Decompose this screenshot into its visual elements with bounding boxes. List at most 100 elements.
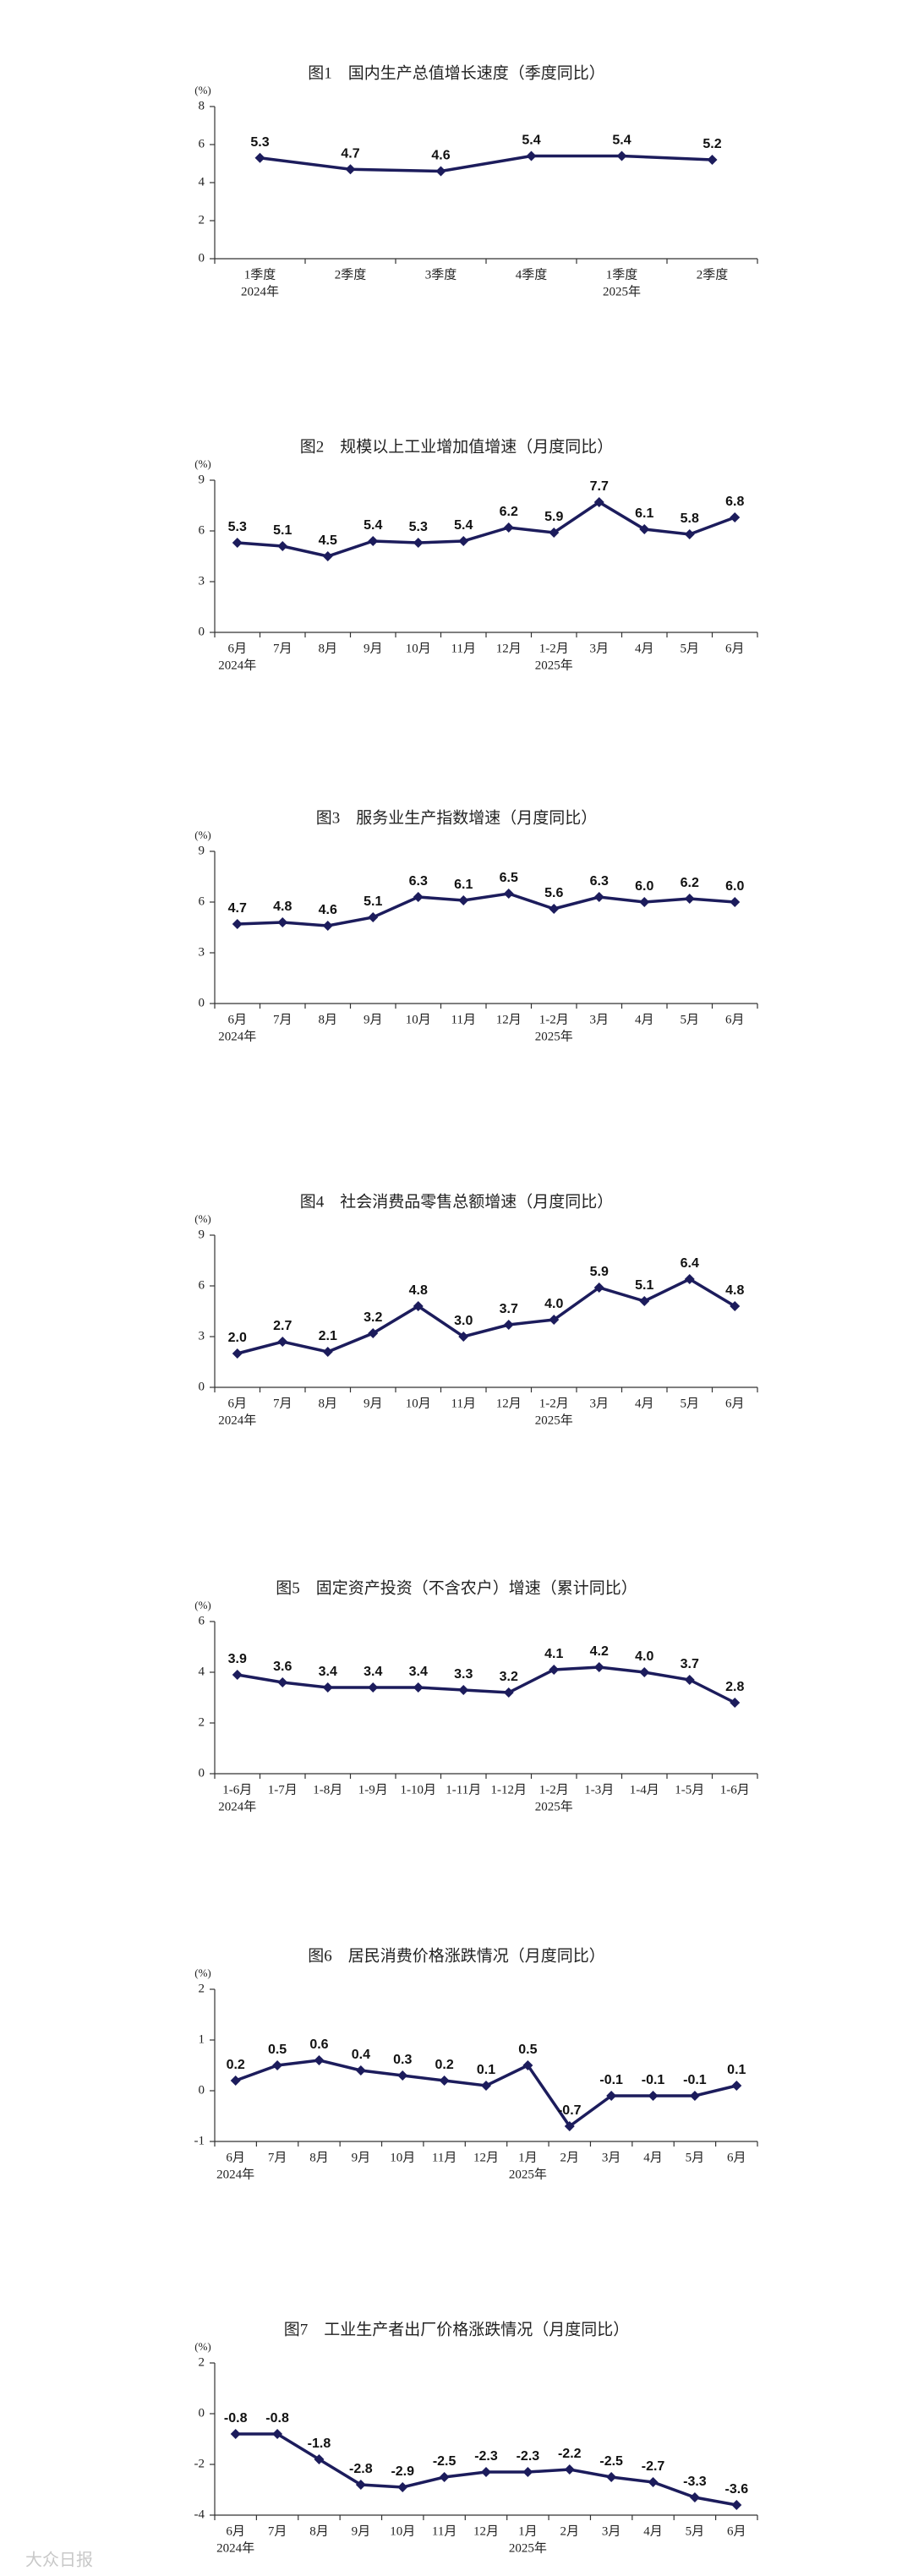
point <box>731 2081 742 2091</box>
chart-title: 图6 居民消费价格涨跌情况（月度同比） <box>308 1946 605 1965</box>
value-label: 0.4 <box>352 2048 370 2062</box>
point <box>272 2429 283 2439</box>
value-label: 6.3 <box>409 874 428 889</box>
value-label: 0.6 <box>309 2037 328 2052</box>
point <box>730 897 741 907</box>
year-label: 2025年 <box>603 284 641 298</box>
y-unit: (%) <box>194 1966 211 1979</box>
y-tick-label: 0 <box>199 1766 205 1780</box>
x-tick-label: 8月 <box>309 2524 329 2538</box>
y-tick-label: 9 <box>199 473 205 486</box>
point <box>503 522 514 533</box>
x-tick-label: 10月 <box>406 1397 431 1410</box>
point <box>277 1337 288 1347</box>
value-label: 5.3 <box>409 520 428 534</box>
point <box>458 1685 469 1695</box>
point <box>606 2091 617 2101</box>
value-label: -2.8 <box>349 2462 373 2476</box>
point <box>397 2482 408 2492</box>
point <box>232 1348 243 1359</box>
point <box>413 538 424 548</box>
x-tick-label: 11月 <box>451 1397 476 1410</box>
value-label: 0.1 <box>727 2063 746 2077</box>
point <box>397 2070 408 2081</box>
y-unit: (%) <box>194 1599 211 1611</box>
value-label: -2.7 <box>642 2459 665 2474</box>
value-label: 6.1 <box>454 878 473 892</box>
value-label: -2.5 <box>599 2454 623 2469</box>
chart-title: 图1 国内生产总值增长速度（季度同比） <box>308 63 605 82</box>
point <box>481 2081 491 2091</box>
x-tick-label: 6月 <box>226 2151 245 2164</box>
x-tick-label: 8月 <box>318 1397 337 1410</box>
point <box>277 1677 288 1687</box>
y-tick-label: 2 <box>199 1715 205 1729</box>
point <box>648 2477 659 2487</box>
chart-title: 图7 工业生产者出厂价格涨跌情况（月度同比） <box>284 2320 630 2338</box>
value-label: -2.5 <box>433 2454 456 2469</box>
point <box>549 528 560 538</box>
point <box>439 2472 450 2482</box>
x-tick-label: 9月 <box>352 2151 371 2164</box>
value-label: 2.1 <box>319 1329 337 1343</box>
point <box>639 1296 650 1306</box>
x-tick-label: 9月 <box>364 642 383 655</box>
x-tick-label: 12月 <box>496 1397 522 1410</box>
value-label: 6.3 <box>590 874 609 889</box>
y-tick-label: -1 <box>194 2134 205 2147</box>
x-tick-label: 6月 <box>227 642 247 655</box>
point <box>522 2467 533 2477</box>
x-tick-label: 12月 <box>473 2151 499 2164</box>
line <box>237 500 735 558</box>
value-label: 4.0 <box>635 1649 653 1664</box>
x-tick-label: 3月 <box>589 642 609 655</box>
x-tick-label: 11月 <box>432 2151 456 2164</box>
y-tick-label: 3 <box>199 1329 205 1343</box>
y-tick-label: 2 <box>199 2355 205 2369</box>
value-label: -3.6 <box>725 2482 749 2497</box>
x-tick-label: 6月 <box>226 2524 245 2538</box>
point <box>368 1682 379 1693</box>
value-label: -0.1 <box>642 2073 665 2087</box>
y-unit: (%) <box>194 2340 211 2353</box>
point <box>648 2091 659 2101</box>
x-tick-label: 11月 <box>432 2524 456 2538</box>
value-label: 5.9 <box>590 1265 609 1279</box>
value-label: 0.5 <box>268 2043 287 2057</box>
value-label: 4.7 <box>341 146 359 161</box>
chart-title: 图5 固定资产投资（不含农户）增速（累计同比） <box>276 1578 637 1597</box>
x-tick-label: 2月 <box>560 2151 580 2164</box>
value-label: -1.8 <box>308 2437 331 2451</box>
x-tick-label: 10月 <box>390 2524 415 2538</box>
value-label: 5.3 <box>250 135 269 150</box>
point <box>368 912 379 922</box>
value-label: 5.4 <box>612 134 631 148</box>
y-tick-label: 1 <box>199 2032 205 2046</box>
value-label: 5.6 <box>544 886 563 900</box>
x-tick-label: 9月 <box>352 2524 371 2538</box>
value-label: 2.0 <box>228 1331 247 1345</box>
point <box>730 512 741 522</box>
year-label: 2025年 <box>535 1413 573 1427</box>
point <box>232 919 243 929</box>
point <box>731 2500 742 2510</box>
value-label: 0.2 <box>435 2058 453 2072</box>
point <box>684 529 695 539</box>
value-label: 3.7 <box>500 1302 518 1316</box>
value-label: 4.6 <box>431 149 450 163</box>
x-tick-label: 1月 <box>518 2151 538 2164</box>
year-label: 2024年 <box>241 284 279 298</box>
point <box>689 2492 700 2502</box>
point <box>684 1274 695 1284</box>
y-tick-label: 6 <box>199 1278 205 1292</box>
point <box>639 1667 650 1677</box>
value-label: 5.1 <box>635 1278 653 1293</box>
point <box>368 536 379 546</box>
y-tick-label: 9 <box>199 844 205 857</box>
point <box>232 1670 243 1680</box>
x-tick-label: 6月 <box>725 642 745 655</box>
value-label: 0.2 <box>227 2058 245 2072</box>
point <box>522 2060 533 2070</box>
y-tick-label: 3 <box>199 574 205 588</box>
